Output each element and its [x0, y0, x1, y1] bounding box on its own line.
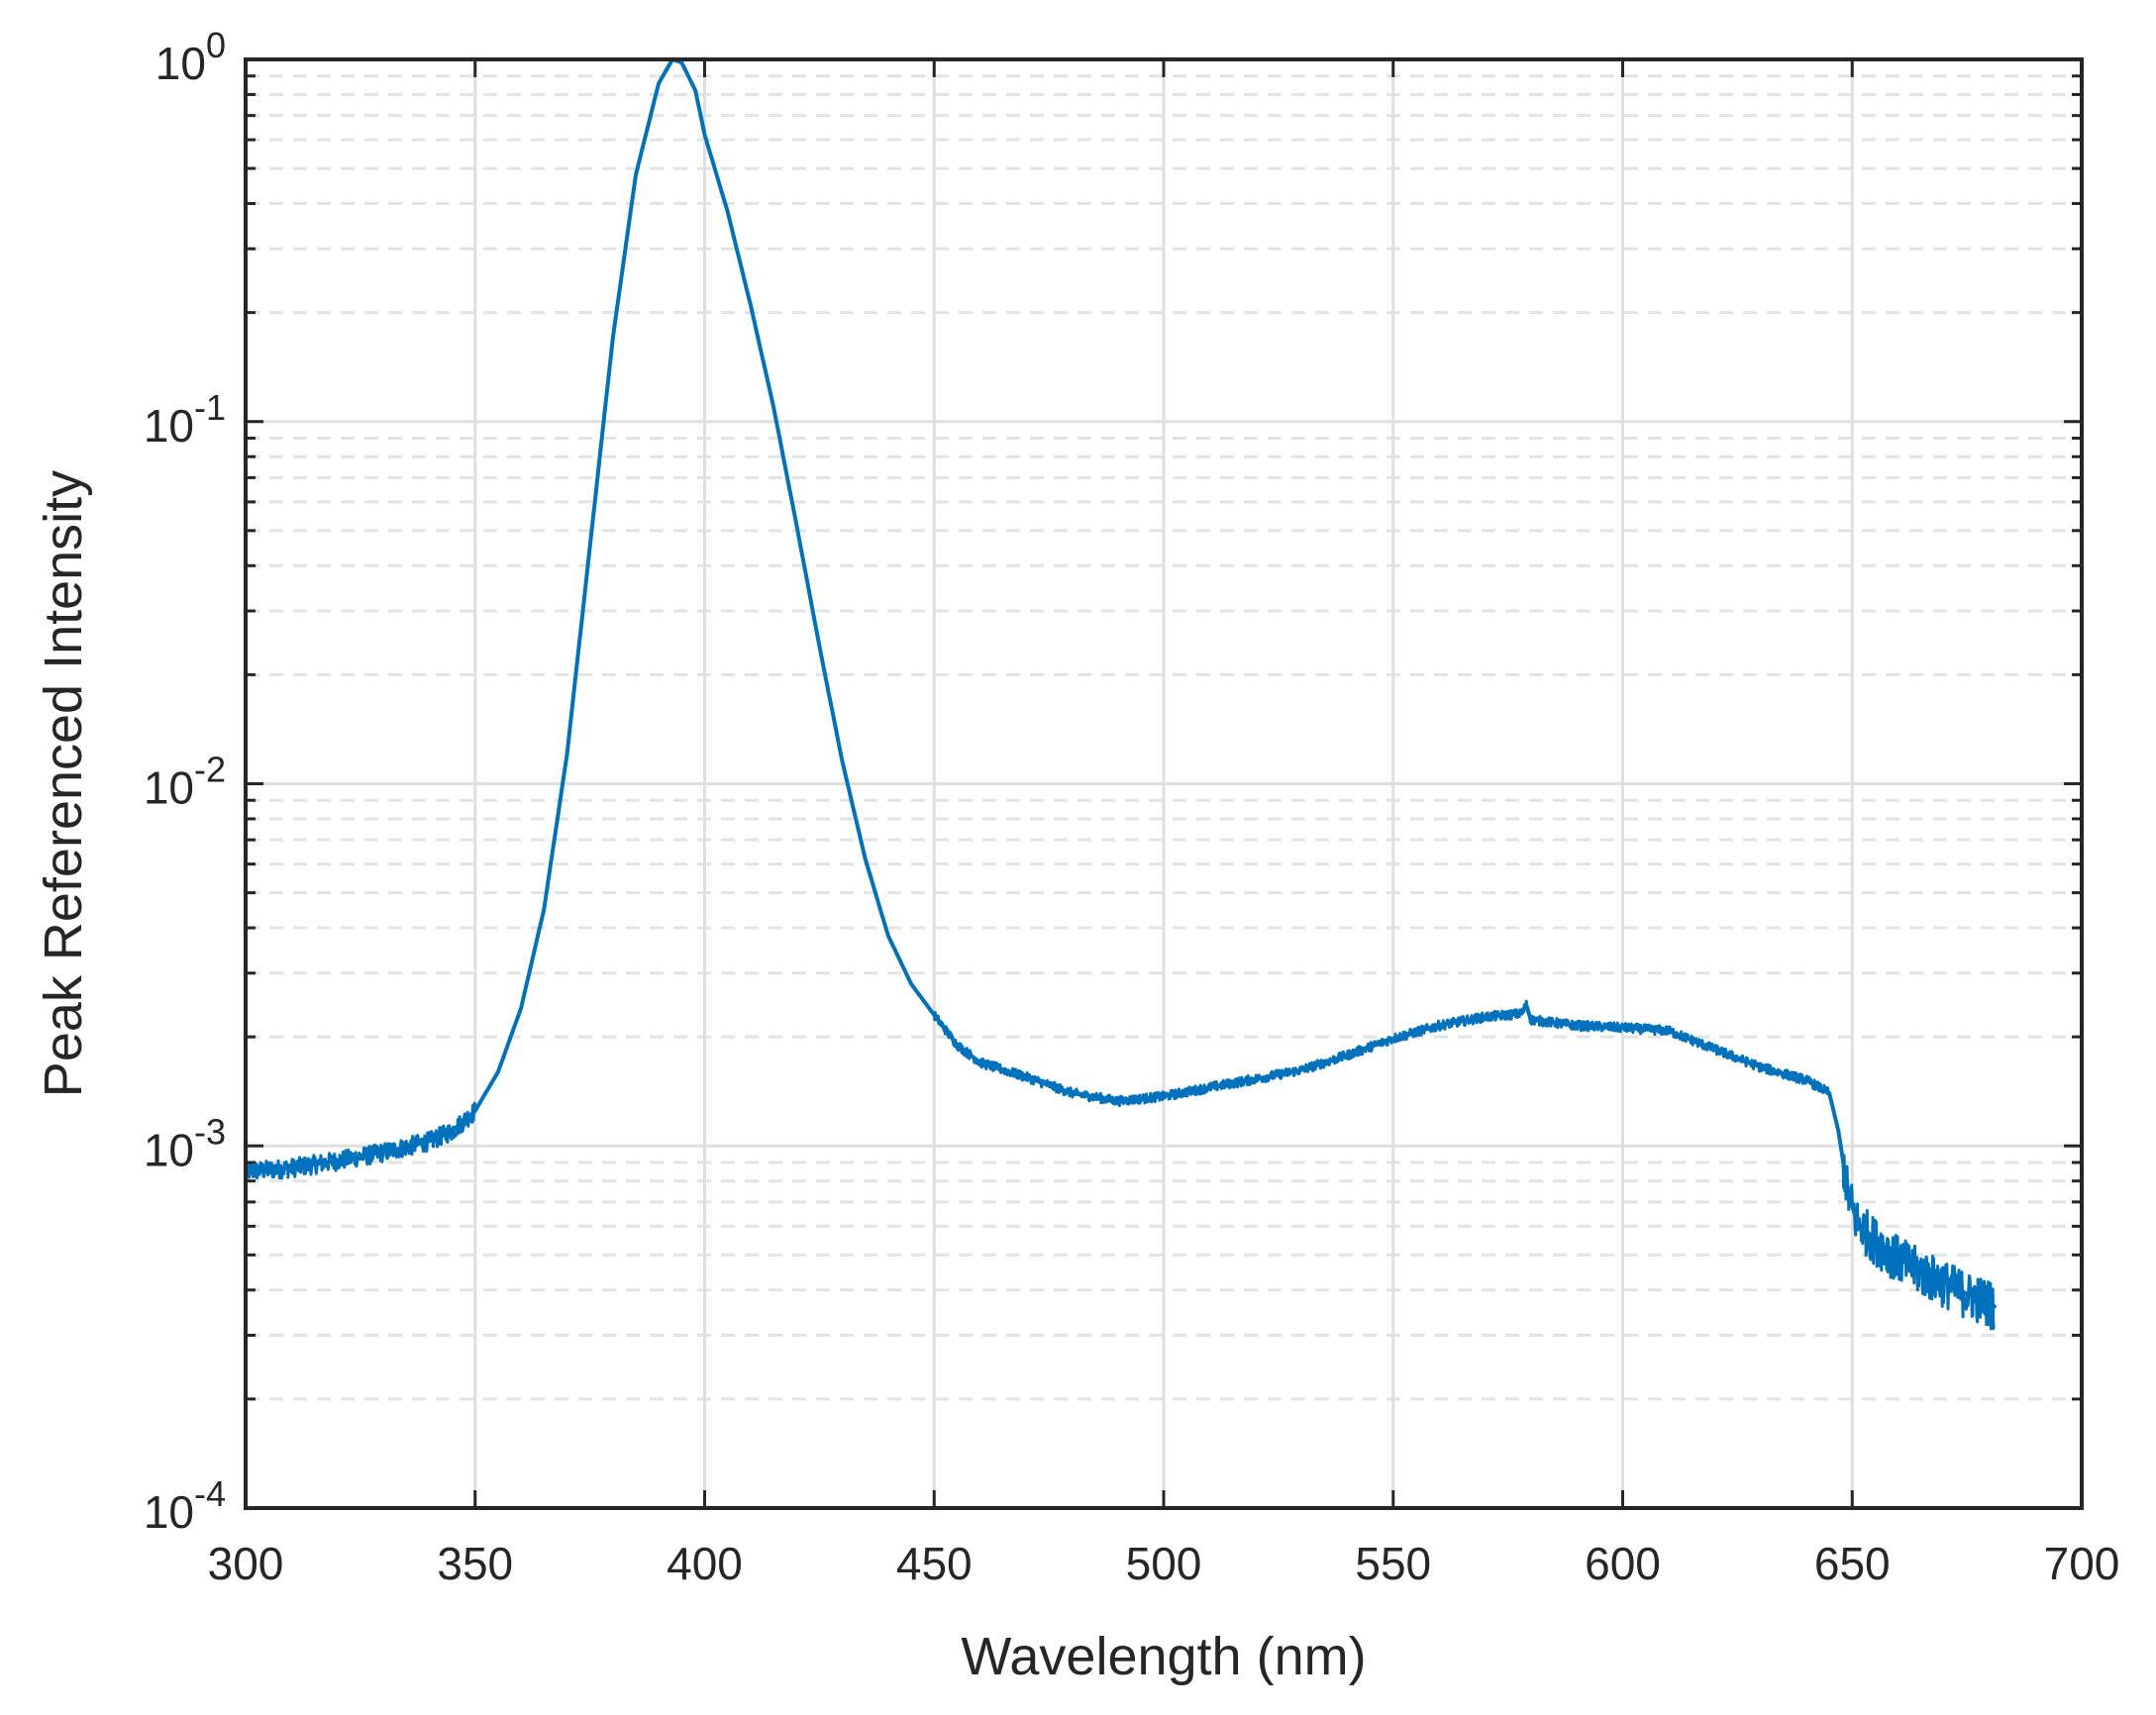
y-tick-base: 10: [144, 400, 194, 452]
x-tick-label: 450: [896, 1538, 973, 1589]
minor-gridlines: [246, 74, 2082, 1401]
x-axis-title: Wavelength (nm): [961, 1627, 1366, 1686]
spectrum-line: [246, 59, 1997, 1309]
y-tick-label: 10-2: [144, 750, 226, 814]
axes-box: [244, 57, 2084, 1510]
x-tick-label: 700: [2044, 1538, 2120, 1589]
y-tick-base: 10: [144, 1124, 194, 1175]
x-tick-label: 300: [208, 1538, 284, 1589]
y-tick-exponent: -1: [194, 387, 226, 428]
y-tick-exponent: -3: [194, 1111, 226, 1152]
y-tick-base: 10: [155, 38, 206, 89]
y-axis-title: Peak Referenced Intensity: [34, 470, 93, 1097]
y-tick-exponent: 0: [206, 25, 226, 65]
y-tick-base: 10: [144, 1486, 194, 1538]
x-axis-tick-labels: 300 350 400 450 500 550 600 650 700: [208, 1538, 2120, 1589]
y-tick-base: 10: [144, 762, 194, 814]
y-tick-label: 100: [155, 25, 226, 89]
y-tick-exponent: -4: [194, 1473, 226, 1514]
y-tick-label: 10-1: [144, 387, 226, 452]
y-tick-label: 10-3: [144, 1111, 226, 1175]
x-tick-label: 600: [1585, 1538, 1661, 1589]
x-tick-label: 350: [437, 1538, 513, 1589]
x-tick-label: 500: [1126, 1538, 1202, 1589]
x-tick-label: 650: [1814, 1538, 1891, 1589]
y-tick-label: 10-4: [144, 1473, 226, 1538]
x-tick-label: 550: [1355, 1538, 1431, 1589]
x-tick-label: 400: [667, 1538, 743, 1589]
plot-area: [246, 59, 1997, 1331]
y-tick-exponent: -2: [194, 750, 226, 790]
